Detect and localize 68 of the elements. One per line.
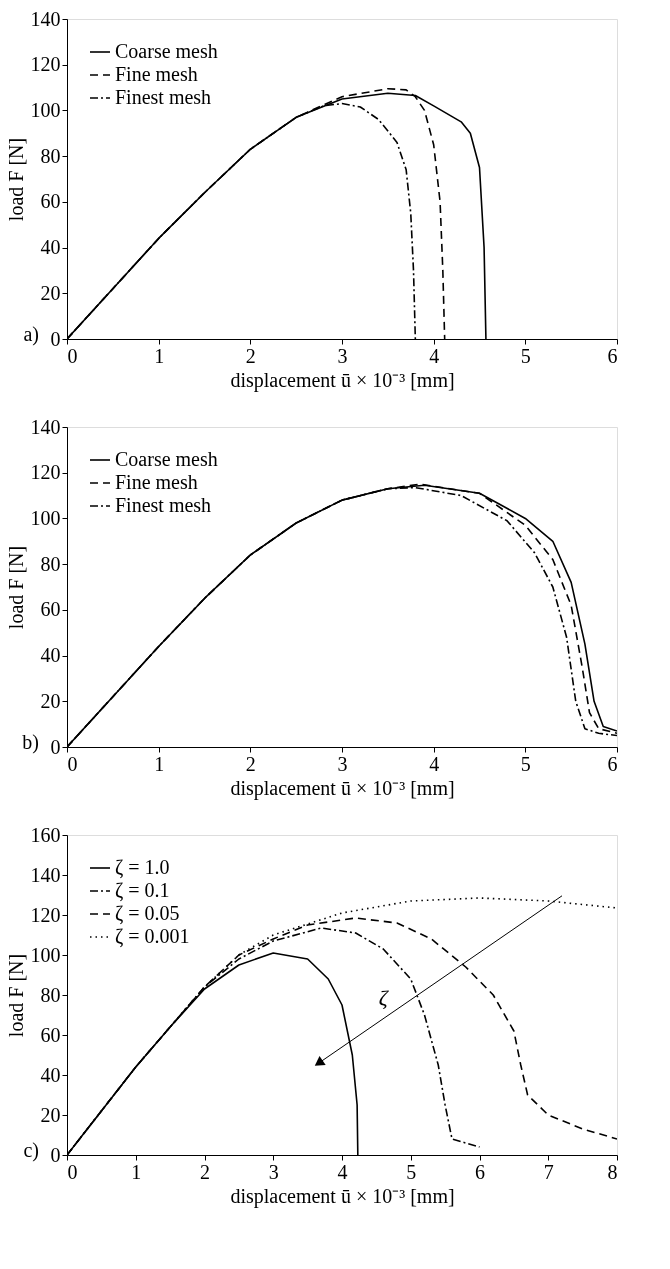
x-tick-label: 6 — [475, 1160, 485, 1183]
x-tick-label: 5 — [520, 752, 531, 775]
x-tick-label: 8 — [607, 1160, 618, 1183]
x-tick-label: 0 — [67, 752, 78, 775]
y-tick-label: 80 — [40, 552, 61, 575]
x-tick-label: 6 — [607, 752, 618, 775]
x-tick-label: 3 — [268, 1160, 279, 1183]
x-tick-label: 1 — [154, 344, 165, 367]
legend-label: ζ = 0.001 — [115, 925, 190, 948]
x-tick-label: 3 — [337, 752, 348, 775]
y-tick-label: 40 — [40, 236, 61, 259]
x-tick-label: 7 — [543, 1160, 554, 1183]
x-tick-label: 6 — [607, 344, 618, 367]
x-axis-title: displacement ū × 10⁻³ [mm] — [230, 1184, 455, 1208]
x-tick-label: 1 — [154, 752, 165, 775]
y-tick-label: 140 — [30, 863, 61, 886]
x-tick-label: 0 — [67, 1160, 78, 1183]
y-tick-label: 100 — [30, 98, 61, 121]
y-tick-label: 140 — [30, 415, 61, 438]
y-tick-label: 160 — [30, 823, 61, 846]
y-tick-label: 60 — [40, 598, 61, 621]
y-tick-label: 100 — [30, 943, 61, 966]
y-tick-label: 0 — [50, 735, 61, 758]
legend-label: Coarse mesh — [115, 448, 218, 470]
y-tick-label: 100 — [30, 506, 61, 529]
legend-label: ζ = 0.1 — [115, 879, 170, 902]
y-tick-label: 40 — [40, 1063, 61, 1086]
y-tick-label: 20 — [40, 1103, 61, 1126]
text: c) — [23, 1139, 39, 1162]
y-tick-label: 140 — [30, 7, 61, 30]
annotation: ζ — [378, 985, 390, 1011]
legend-label: Coarse mesh — [115, 40, 218, 62]
y-tick-label: 0 — [50, 327, 61, 350]
y-tick-label: 20 — [40, 281, 61, 304]
y-tick-label: 60 — [40, 190, 61, 213]
x-tick-label: 4 — [429, 752, 440, 775]
y-tick-label: 0 — [50, 1143, 61, 1166]
x-tick-label: 4 — [429, 344, 440, 367]
x-tick-label: 1 — [131, 1160, 142, 1183]
x-tick-label: 4 — [337, 1160, 348, 1183]
x-axis-title: displacement ū × 10⁻³ [mm] — [230, 776, 455, 800]
y-axis-title: load F [N] — [4, 953, 27, 1038]
x-tick-label: 2 — [245, 344, 256, 367]
y-tick-label: 120 — [30, 461, 61, 484]
x-tick-label: 3 — [337, 344, 348, 367]
y-tick-label: 20 — [40, 689, 61, 712]
legend-label: Finest mesh — [115, 494, 212, 516]
x-axis-title: displacement ū × 10⁻³ [mm] — [230, 368, 455, 392]
y-tick-label: 80 — [40, 144, 61, 167]
y-tick-label: 120 — [30, 53, 61, 76]
y-tick-label: 80 — [40, 983, 61, 1006]
legend-label: Finest mesh — [115, 86, 212, 108]
y-tick-label: 60 — [40, 1023, 61, 1046]
text: b) — [22, 731, 39, 754]
legend-label: ζ = 1.0 — [115, 856, 170, 879]
text: a) — [23, 323, 39, 346]
x-tick-label: 2 — [245, 752, 256, 775]
x-tick-label: 2 — [200, 1160, 210, 1183]
x-tick-label: 0 — [67, 344, 78, 367]
legend-label: Fine mesh — [115, 63, 198, 85]
legend-label: ζ = 0.05 — [115, 902, 180, 925]
x-tick-label: 5 — [520, 344, 531, 367]
y-tick-label: 120 — [30, 903, 61, 926]
y-tick-label: 40 — [40, 644, 61, 667]
y-axis-title: load F [N] — [4, 137, 27, 222]
legend-label: Fine mesh — [115, 471, 198, 493]
x-tick-label: 5 — [406, 1160, 417, 1183]
y-axis-title: load F [N] — [4, 545, 27, 630]
